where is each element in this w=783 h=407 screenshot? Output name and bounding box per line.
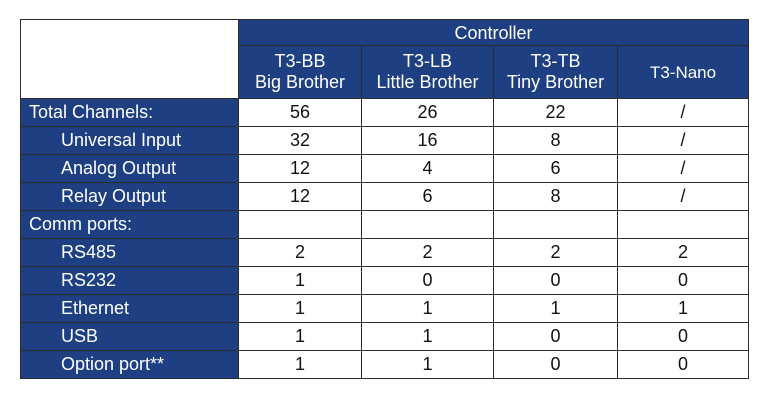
table-cell: 1	[238, 350, 362, 379]
table-cell: 6	[493, 154, 618, 183]
table-row-option-port: Option port** 1 1 0 0	[20, 350, 750, 379]
row-label: USB	[20, 322, 239, 351]
table-cell: /	[616, 182, 750, 211]
table-cell	[616, 210, 750, 239]
model-header-t3-tb: T3-TB Tiny Brother	[493, 45, 618, 99]
table-row-relay-output: Relay Output 12 6 8 /	[20, 182, 750, 211]
model-name: Little Brother	[376, 72, 479, 92]
row-label: Total Channels:	[20, 98, 239, 127]
table-cell: 1	[616, 294, 750, 323]
model-name: Tiny Brother	[506, 72, 605, 92]
table-row-universal-input: Universal Input 32 16 8 /	[20, 126, 750, 155]
table-cell: 6	[361, 182, 494, 211]
row-label: Comm ports:	[20, 210, 239, 239]
model-code: T3-BB	[274, 51, 326, 71]
table-cell	[361, 210, 494, 239]
controller-group-header: Controller	[237, 19, 750, 46]
table-cell: 22	[493, 98, 618, 127]
row-label: Analog Output	[20, 154, 239, 183]
table-cell: 2	[616, 238, 750, 267]
table-cell: 1	[361, 322, 494, 351]
table-cell: /	[616, 98, 750, 127]
model-header-t3-nano: T3-Nano	[616, 45, 750, 99]
table-row-analog-output: Analog Output 12 4 6 /	[20, 154, 750, 183]
table-cell	[493, 210, 618, 239]
table-cell: 26	[361, 98, 494, 127]
table-cell: 8	[493, 182, 618, 211]
table-cell: 2	[361, 238, 494, 267]
row-label: RS485	[20, 238, 239, 267]
table-cell: 1	[493, 294, 618, 323]
row-label: RS232	[20, 266, 239, 295]
row-label: Relay Output	[20, 182, 239, 211]
table-cell: 0	[616, 350, 750, 379]
table-row-usb: USB 1 1 0 0	[20, 322, 750, 351]
table-cell: 32	[238, 126, 362, 155]
table-cell: 2	[238, 238, 362, 267]
row-label: Ethernet	[20, 294, 239, 323]
table-cell: /	[616, 154, 750, 183]
table-cell: 0	[361, 266, 494, 295]
table-row-comm-ports: Comm ports:	[20, 210, 750, 239]
table-cell: 1	[238, 294, 362, 323]
table-row-rs485: RS485 2 2 2 2	[20, 238, 750, 267]
table-cell: 1	[361, 294, 494, 323]
table-cell: 12	[238, 182, 362, 211]
table-cell: 8	[493, 126, 618, 155]
table-row-ethernet: Ethernet 1 1 1 1	[20, 294, 750, 323]
table-cell: 0	[616, 266, 750, 295]
header-row-models: T3-BB Big Brother T3-LB Little Brother T…	[21, 45, 750, 99]
model-code: T3-Nano	[649, 62, 717, 82]
table-cell: 16	[361, 126, 494, 155]
table-cell	[238, 210, 362, 239]
model-code: T3-TB	[530, 51, 581, 71]
table-cell: 12	[238, 154, 362, 183]
table-cell: 1	[238, 322, 362, 351]
model-header-t3-lb: T3-LB Little Brother	[361, 45, 494, 99]
table-cell: 4	[361, 154, 494, 183]
header-row-group: Controller	[20, 19, 750, 99]
table-cell: 0	[493, 266, 618, 295]
row-label: Universal Input	[20, 126, 239, 155]
table-row-rs232: RS232 1 0 0 0	[20, 266, 750, 295]
table-cell: 0	[616, 322, 750, 351]
model-name: Big Brother	[254, 72, 346, 92]
corner-cell	[20, 19, 239, 99]
table-cell: 1	[361, 350, 494, 379]
table-cell: 0	[493, 322, 618, 351]
table-cell: /	[616, 126, 750, 155]
table-cell: 2	[493, 238, 618, 267]
controller-comparison-table: Controller T3-BB Big Brother T3-LB Littl…	[20, 19, 750, 379]
table-cell: 1	[238, 266, 362, 295]
table-row-total-channels: Total Channels: 56 26 22 /	[20, 98, 750, 127]
row-label: Option port**	[20, 350, 239, 379]
model-header-t3-bb: T3-BB Big Brother	[238, 45, 362, 99]
table-cell: 56	[238, 98, 362, 127]
model-code: T3-LB	[402, 51, 453, 71]
table-cell: 0	[493, 350, 618, 379]
